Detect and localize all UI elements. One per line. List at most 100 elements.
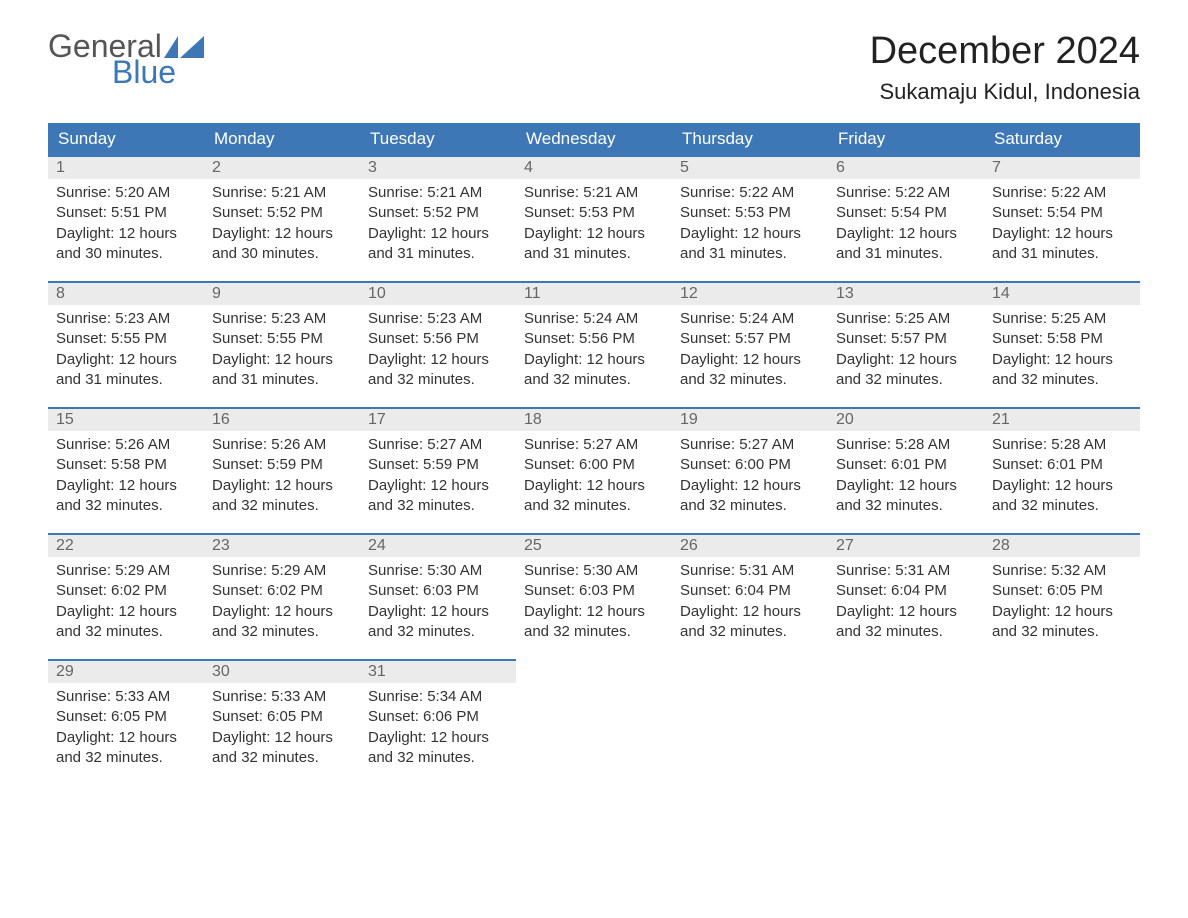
weekday-header: Tuesday	[360, 123, 516, 155]
sunset-line: Sunset: 6:03 PM	[368, 581, 508, 601]
sunrise-line: Sunrise: 5:30 AM	[368, 561, 508, 581]
daylight-line: Daylight: 12 hours and 32 minutes.	[680, 476, 820, 517]
sunrise-line: Sunrise: 5:23 AM	[368, 309, 508, 329]
calendar-cell: 2Sunrise: 5:21 AMSunset: 5:52 PMDaylight…	[204, 155, 360, 281]
day-content: Sunrise: 5:27 AMSunset: 6:00 PMDaylight:…	[672, 431, 828, 520]
calendar-cell	[672, 659, 828, 785]
day-content: Sunrise: 5:28 AMSunset: 6:01 PMDaylight:…	[828, 431, 984, 520]
calendar-cell: 5Sunrise: 5:22 AMSunset: 5:53 PMDaylight…	[672, 155, 828, 281]
calendar-cell: 17Sunrise: 5:27 AMSunset: 5:59 PMDayligh…	[360, 407, 516, 533]
calendar-cell: 10Sunrise: 5:23 AMSunset: 5:56 PMDayligh…	[360, 281, 516, 407]
calendar-body: 1Sunrise: 5:20 AMSunset: 5:51 PMDaylight…	[48, 155, 1140, 785]
daylight-line: Daylight: 12 hours and 31 minutes.	[212, 350, 352, 391]
calendar-table: Sunday Monday Tuesday Wednesday Thursday…	[48, 123, 1140, 785]
day-number: 25	[516, 533, 672, 557]
weekday-header: Wednesday	[516, 123, 672, 155]
day-number: 29	[48, 659, 204, 683]
day-content: Sunrise: 5:33 AMSunset: 6:05 PMDaylight:…	[204, 683, 360, 772]
daylight-line: Daylight: 12 hours and 32 minutes.	[992, 602, 1132, 643]
sunrise-line: Sunrise: 5:29 AM	[212, 561, 352, 581]
day-content: Sunrise: 5:34 AMSunset: 6:06 PMDaylight:…	[360, 683, 516, 772]
day-content: Sunrise: 5:32 AMSunset: 6:05 PMDaylight:…	[984, 557, 1140, 646]
day-number: 15	[48, 407, 204, 431]
calendar-cell: 3Sunrise: 5:21 AMSunset: 5:52 PMDaylight…	[360, 155, 516, 281]
calendar-cell: 11Sunrise: 5:24 AMSunset: 5:56 PMDayligh…	[516, 281, 672, 407]
day-content: Sunrise: 5:23 AMSunset: 5:56 PMDaylight:…	[360, 305, 516, 394]
day-number: 7	[984, 155, 1140, 179]
day-content: Sunrise: 5:22 AMSunset: 5:54 PMDaylight:…	[828, 179, 984, 268]
day-number: 4	[516, 155, 672, 179]
day-number: 6	[828, 155, 984, 179]
day-number: 8	[48, 281, 204, 305]
daylight-line: Daylight: 12 hours and 32 minutes.	[212, 728, 352, 769]
sunrise-line: Sunrise: 5:33 AM	[56, 687, 196, 707]
sunrise-line: Sunrise: 5:34 AM	[368, 687, 508, 707]
sunrise-line: Sunrise: 5:31 AM	[680, 561, 820, 581]
sunset-line: Sunset: 6:00 PM	[680, 455, 820, 475]
sunrise-line: Sunrise: 5:29 AM	[56, 561, 196, 581]
sunset-line: Sunset: 6:01 PM	[992, 455, 1132, 475]
day-content: Sunrise: 5:29 AMSunset: 6:02 PMDaylight:…	[48, 557, 204, 646]
weekday-header: Sunday	[48, 123, 204, 155]
daylight-line: Daylight: 12 hours and 32 minutes.	[836, 476, 976, 517]
sunset-line: Sunset: 5:55 PM	[212, 329, 352, 349]
sunset-line: Sunset: 5:56 PM	[524, 329, 664, 349]
daylight-line: Daylight: 12 hours and 32 minutes.	[212, 602, 352, 643]
sunset-line: Sunset: 6:00 PM	[524, 455, 664, 475]
day-content: Sunrise: 5:29 AMSunset: 6:02 PMDaylight:…	[204, 557, 360, 646]
sunset-line: Sunset: 5:58 PM	[992, 329, 1132, 349]
month-title: December 2024	[870, 30, 1140, 73]
weekday-header: Saturday	[984, 123, 1140, 155]
day-number: 13	[828, 281, 984, 305]
calendar-cell: 13Sunrise: 5:25 AMSunset: 5:57 PMDayligh…	[828, 281, 984, 407]
sunrise-line: Sunrise: 5:28 AM	[836, 435, 976, 455]
day-number: 2	[204, 155, 360, 179]
day-number: 19	[672, 407, 828, 431]
sunset-line: Sunset: 5:57 PM	[836, 329, 976, 349]
calendar-cell: 23Sunrise: 5:29 AMSunset: 6:02 PMDayligh…	[204, 533, 360, 659]
daylight-line: Daylight: 12 hours and 31 minutes.	[56, 350, 196, 391]
calendar-cell: 9Sunrise: 5:23 AMSunset: 5:55 PMDaylight…	[204, 281, 360, 407]
day-content: Sunrise: 5:21 AMSunset: 5:52 PMDaylight:…	[360, 179, 516, 268]
daylight-line: Daylight: 12 hours and 31 minutes.	[524, 224, 664, 265]
daylight-line: Daylight: 12 hours and 32 minutes.	[680, 350, 820, 391]
sunrise-line: Sunrise: 5:27 AM	[680, 435, 820, 455]
day-number: 28	[984, 533, 1140, 557]
sunset-line: Sunset: 6:04 PM	[680, 581, 820, 601]
sunrise-line: Sunrise: 5:23 AM	[212, 309, 352, 329]
title-block: December 2024 Sukamaju Kidul, Indonesia	[870, 30, 1140, 105]
calendar-cell: 4Sunrise: 5:21 AMSunset: 5:53 PMDaylight…	[516, 155, 672, 281]
calendar-cell	[828, 659, 984, 785]
weekday-header-row: Sunday Monday Tuesday Wednesday Thursday…	[48, 123, 1140, 155]
day-number: 22	[48, 533, 204, 557]
day-content: Sunrise: 5:25 AMSunset: 5:58 PMDaylight:…	[984, 305, 1140, 394]
sunset-line: Sunset: 6:05 PM	[56, 707, 196, 727]
sunset-line: Sunset: 6:02 PM	[212, 581, 352, 601]
calendar-cell: 31Sunrise: 5:34 AMSunset: 6:06 PMDayligh…	[360, 659, 516, 785]
daylight-line: Daylight: 12 hours and 32 minutes.	[368, 602, 508, 643]
sunset-line: Sunset: 5:51 PM	[56, 203, 196, 223]
day-number: 11	[516, 281, 672, 305]
daylight-line: Daylight: 12 hours and 32 minutes.	[524, 602, 664, 643]
daylight-line: Daylight: 12 hours and 32 minutes.	[368, 476, 508, 517]
day-content: Sunrise: 5:27 AMSunset: 6:00 PMDaylight:…	[516, 431, 672, 520]
daylight-line: Daylight: 12 hours and 32 minutes.	[368, 728, 508, 769]
daylight-line: Daylight: 12 hours and 32 minutes.	[368, 350, 508, 391]
day-content: Sunrise: 5:22 AMSunset: 5:54 PMDaylight:…	[984, 179, 1140, 268]
daylight-line: Daylight: 12 hours and 31 minutes.	[836, 224, 976, 265]
calendar-cell: 7Sunrise: 5:22 AMSunset: 5:54 PMDaylight…	[984, 155, 1140, 281]
calendar-cell: 14Sunrise: 5:25 AMSunset: 5:58 PMDayligh…	[984, 281, 1140, 407]
calendar-cell: 1Sunrise: 5:20 AMSunset: 5:51 PMDaylight…	[48, 155, 204, 281]
sunset-line: Sunset: 5:54 PM	[992, 203, 1132, 223]
logo: General Blue	[48, 30, 204, 88]
day-content: Sunrise: 5:22 AMSunset: 5:53 PMDaylight:…	[672, 179, 828, 268]
day-content: Sunrise: 5:30 AMSunset: 6:03 PMDaylight:…	[516, 557, 672, 646]
sunset-line: Sunset: 5:53 PM	[524, 203, 664, 223]
calendar-row: 8Sunrise: 5:23 AMSunset: 5:55 PMDaylight…	[48, 281, 1140, 407]
day-content: Sunrise: 5:21 AMSunset: 5:53 PMDaylight:…	[516, 179, 672, 268]
sunset-line: Sunset: 6:05 PM	[992, 581, 1132, 601]
day-content: Sunrise: 5:27 AMSunset: 5:59 PMDaylight:…	[360, 431, 516, 520]
sunrise-line: Sunrise: 5:21 AM	[212, 183, 352, 203]
calendar-cell: 15Sunrise: 5:26 AMSunset: 5:58 PMDayligh…	[48, 407, 204, 533]
sunset-line: Sunset: 5:54 PM	[836, 203, 976, 223]
